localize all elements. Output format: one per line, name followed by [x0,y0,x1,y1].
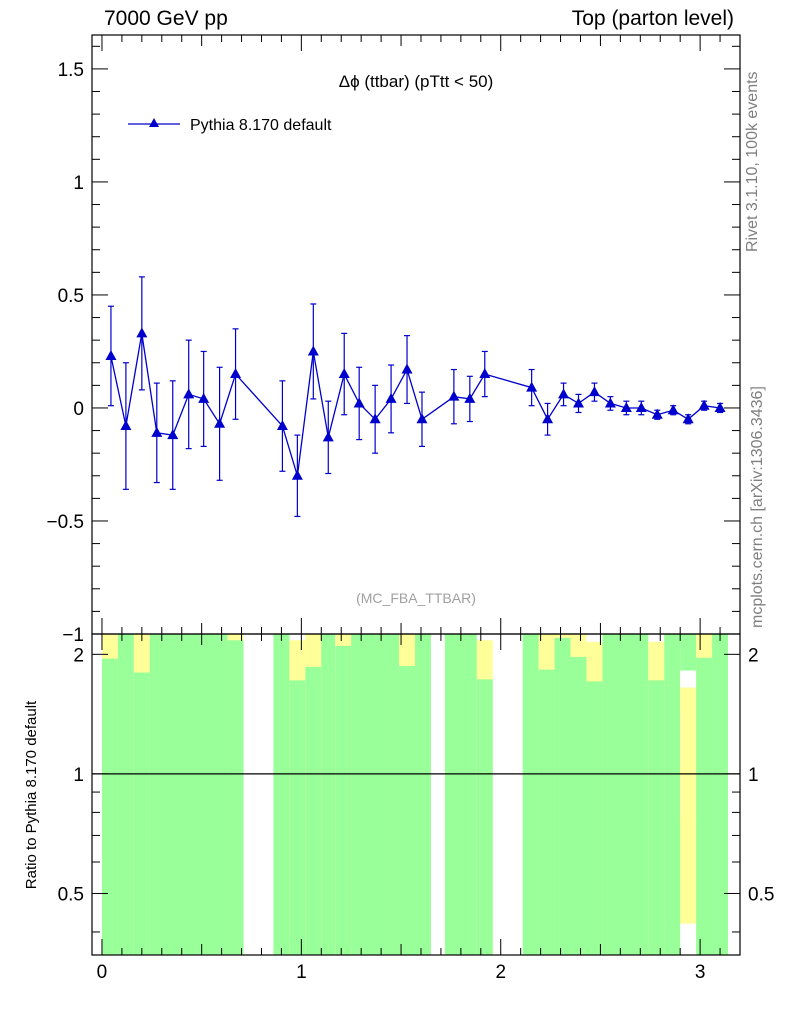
ratio-band-green [538,669,555,955]
ratio-band-green [289,680,306,955]
data-point-marker [276,420,288,431]
ratio-band-green [117,634,134,955]
ratio-band-green [305,666,322,955]
data-point-marker [385,392,397,403]
data-point-marker [214,417,226,428]
data-point-marker [558,388,570,399]
ratio-band-yellow [680,818,697,924]
x-tick-label: 2 [495,962,506,983]
ratio-band-green [101,658,118,955]
ratio-y-axis-label: Ratio to Pythia 8.170 default [23,700,40,889]
data-point-marker [682,413,694,424]
x-ticks: 0 1 2 3 [97,35,741,983]
data-point-marker [448,390,460,401]
data-point-marker [714,401,726,412]
data-point-marker [401,363,413,374]
x-tick-label: 1 [296,962,307,983]
ratio-y-tick-label-right: 0.5 [748,884,774,905]
legend-triangle-marker [149,118,159,127]
data-point-marker [698,399,710,410]
series-line [110,333,721,476]
ratio-band-green [321,634,336,955]
data-point-marker [322,431,334,442]
ratio-band-yellow [680,687,697,707]
data-point-marker [230,368,242,379]
ratio-band-green [586,681,603,955]
ratio-band-green [664,634,681,955]
main-y-tick-label: 1.5 [58,60,84,81]
data-point-marker [120,420,132,431]
ratio-bands [101,634,729,955]
data-point-marker [338,368,350,379]
ratio-band-green [335,645,352,955]
data-point-marker [416,413,428,424]
data-point-marker [198,392,210,403]
data-point-marker [464,392,476,403]
ratio-y-tick-label: 2 [73,645,84,666]
main-plot-title: Δϕ (ttbar) (pTtt < 50) [339,72,494,91]
data-point-marker [291,469,303,480]
ratio-band-green [351,634,400,955]
ratio-y-tick-label-right: 2 [748,645,759,666]
main-y-tick-label: 1 [73,173,84,194]
data-point-marker [588,386,600,397]
ratio-band-green [273,634,290,955]
ratio-band-green [227,640,244,955]
data-point-marker [151,426,163,437]
data-point-marker [572,397,584,408]
ratio-band-green [696,657,713,955]
ratio-band-green [648,680,665,955]
data-point-marker [651,408,663,419]
data-point-marker [183,388,195,399]
data-point-marker [635,401,647,412]
ratio-band-green [712,634,729,955]
ratio-y-tick-label-right: 1 [748,765,759,786]
data-point-marker [167,429,179,440]
ratio-plot-frame [91,633,741,956]
ratio-band-green [149,634,228,955]
data-point-marker [526,381,538,392]
data-point-marker [307,345,319,356]
legend-series-label: Pythia 8.170 default [190,117,332,134]
main-y-tick-label: −0.5 [46,512,84,533]
ratio-band-green [554,637,571,955]
ratio-band-green [444,634,477,955]
legend: Pythia 8.170 default [128,117,332,134]
ratio-band-green [133,672,150,955]
header-right-label: Top (parton level) [571,7,734,30]
ratio-frame-rect [91,633,741,956]
header-left-label: 7000 GeV pp [104,7,228,30]
data-point-marker [136,327,148,338]
ratio-band-green [476,679,493,955]
watermark-label: (MC_FBA_TTBAR) [356,590,476,606]
data-point-marker [369,413,381,424]
series-layer [105,276,726,518]
data-point-marker [542,413,554,424]
main-y-ticks: −1 −0.5 0 0.5 1 1.5 [46,45,740,646]
data-point-marker [620,401,632,412]
x-tick-label: 0 [97,962,108,983]
ratio-band-green [415,634,431,955]
data-point-marker [353,397,365,408]
ratio-y-tick-label: 0.5 [58,884,84,905]
ratio-band-green [570,656,587,955]
ratio-y-ticks: 0.5 0.5 1 1 2 2 [58,645,774,933]
ratio-y-tick-label: 1 [73,765,84,786]
data-point-marker [667,404,679,415]
x-tick-label: 3 [695,962,706,983]
main-y-tick-label: 0 [73,399,84,420]
ratio-band-green [602,634,649,955]
ratio-band-green [522,634,539,955]
ratio-band-green [680,634,697,671]
data-point-marker [105,349,117,360]
ratio-band-green [399,665,416,955]
main-y-tick-label: 0.5 [58,286,84,307]
data-point-marker [604,397,616,408]
main-y-tick-label: −1 [62,625,84,646]
data-point-marker [479,368,491,379]
